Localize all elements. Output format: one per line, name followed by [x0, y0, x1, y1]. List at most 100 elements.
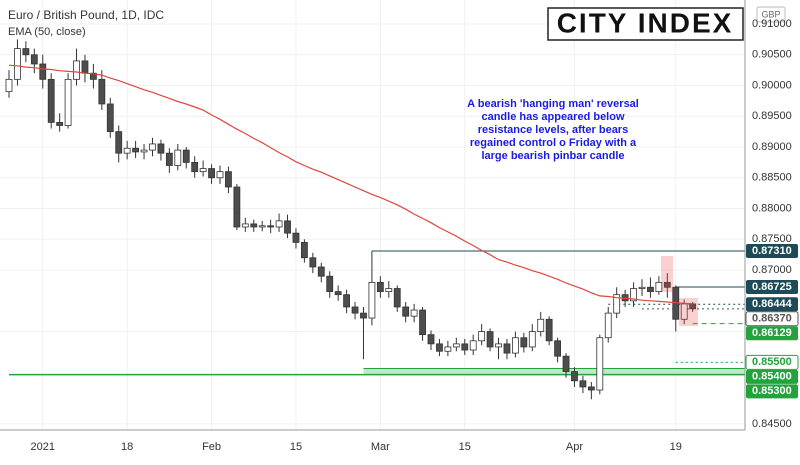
y-tick-label: 0.87000: [752, 264, 792, 276]
candle-body: [250, 223, 258, 228]
candle-body: [309, 257, 317, 268]
candle-body: [427, 334, 435, 345]
candle-body: [98, 78, 106, 105]
candle-body: [376, 281, 384, 292]
y-tick-label: 0.88500: [752, 172, 792, 184]
candle-body: [562, 355, 570, 372]
candle-body: [191, 162, 199, 173]
candle-body: [486, 331, 494, 348]
candle-body: [393, 288, 401, 308]
y-tick-label: 0.90000: [752, 79, 792, 91]
candle-body: [512, 337, 519, 354]
x-tick-label: Mar: [371, 441, 390, 453]
level-label: 0.86129: [752, 327, 792, 339]
candle-body: [368, 281, 376, 319]
candle-body: [571, 371, 578, 382]
level-label: 0.86444: [752, 298, 793, 310]
level-label-box: [746, 369, 798, 384]
candle-body: [199, 168, 207, 173]
candle-body: [132, 147, 140, 153]
indicator-label: EMA (50, close): [8, 26, 86, 38]
level-label: 0.85400: [752, 371, 792, 383]
candle-body: [647, 286, 654, 292]
candle-body: [579, 380, 587, 388]
marks: [5, 39, 745, 400]
candle-body: [284, 220, 291, 234]
candle-body: [554, 340, 561, 357]
candle-body: [56, 122, 64, 126]
candle-body: [419, 309, 426, 336]
logo: CITY INDEX: [557, 7, 734, 38]
level-label: 0.87310: [752, 245, 792, 257]
logo-box: [547, 7, 744, 41]
currency-box: [756, 6, 786, 23]
candle-body: [604, 312, 612, 339]
level-label-box: [746, 243, 798, 258]
ema-line: [8, 64, 693, 305]
annotation-line: resistance levels, after bears: [478, 124, 628, 136]
level-label: 0.86725: [752, 281, 792, 293]
candle-body: [663, 281, 671, 288]
x-tick-label: Apr: [566, 441, 583, 453]
candle-body: [444, 346, 452, 352]
level-label: 0.85500: [752, 356, 792, 368]
candle-body: [22, 48, 30, 56]
candle-body: [334, 291, 342, 296]
candle-body: [300, 241, 308, 259]
candle-body: [326, 275, 334, 292]
x-tick-label: 15: [290, 441, 302, 453]
level-label-box: [746, 384, 798, 399]
candle-body: [275, 220, 283, 228]
x-tick-label: 15: [459, 441, 471, 453]
candle-body: [613, 294, 621, 314]
candle-body: [528, 331, 536, 348]
y-tick-label: 0.90500: [752, 49, 792, 61]
candle-body: [360, 312, 367, 319]
level-label-box: [746, 297, 798, 312]
candle-body: [596, 337, 604, 391]
candle-body: [157, 143, 165, 154]
candle-body: [343, 294, 351, 308]
candle-body: [14, 48, 21, 80]
candle-body: [537, 318, 545, 332]
y-tick-label: 0.87500: [752, 233, 792, 245]
candle-body: [241, 223, 249, 228]
candle-body: [149, 143, 156, 151]
candle-body: [233, 186, 241, 228]
candle-body: [225, 171, 232, 188]
level-label-box: [745, 354, 799, 370]
candle-body: [267, 225, 275, 228]
candle-body: [73, 60, 80, 80]
y-tick-label: 0.89500: [752, 110, 792, 122]
annotation-line: large bearish pinbar candle: [481, 150, 624, 162]
candle-body: [503, 343, 511, 354]
candle-body: [258, 225, 266, 228]
candle-body: [39, 63, 47, 80]
candle-body: [216, 171, 224, 179]
x-tick-label: Feb: [202, 441, 221, 453]
level-label: 0.86370: [752, 313, 792, 325]
candle-body: [123, 147, 131, 154]
candle-body: [461, 343, 469, 351]
level-label-box: [746, 279, 798, 294]
candle-body: [5, 78, 13, 93]
candle-body: [174, 149, 182, 166]
y-tick-label: 0.91000: [752, 18, 792, 30]
x-tick-label: 18: [121, 441, 133, 453]
support-zone: [363, 368, 745, 375]
chart-title: Euro / British Pound, 1D, IDC: [8, 8, 164, 22]
x-tick-label: 19: [670, 441, 682, 453]
candle-body: [30, 54, 38, 65]
y-tick-label: 0.89000: [752, 141, 792, 153]
candle-body: [495, 343, 502, 348]
candle-body: [115, 131, 123, 154]
y-tick-label: 0.88000: [752, 202, 792, 214]
candle-body: [689, 303, 697, 310]
candle-body: [469, 340, 477, 351]
candle-body: [47, 78, 55, 123]
highlight: [661, 256, 673, 292]
candle-body: [81, 60, 89, 74]
